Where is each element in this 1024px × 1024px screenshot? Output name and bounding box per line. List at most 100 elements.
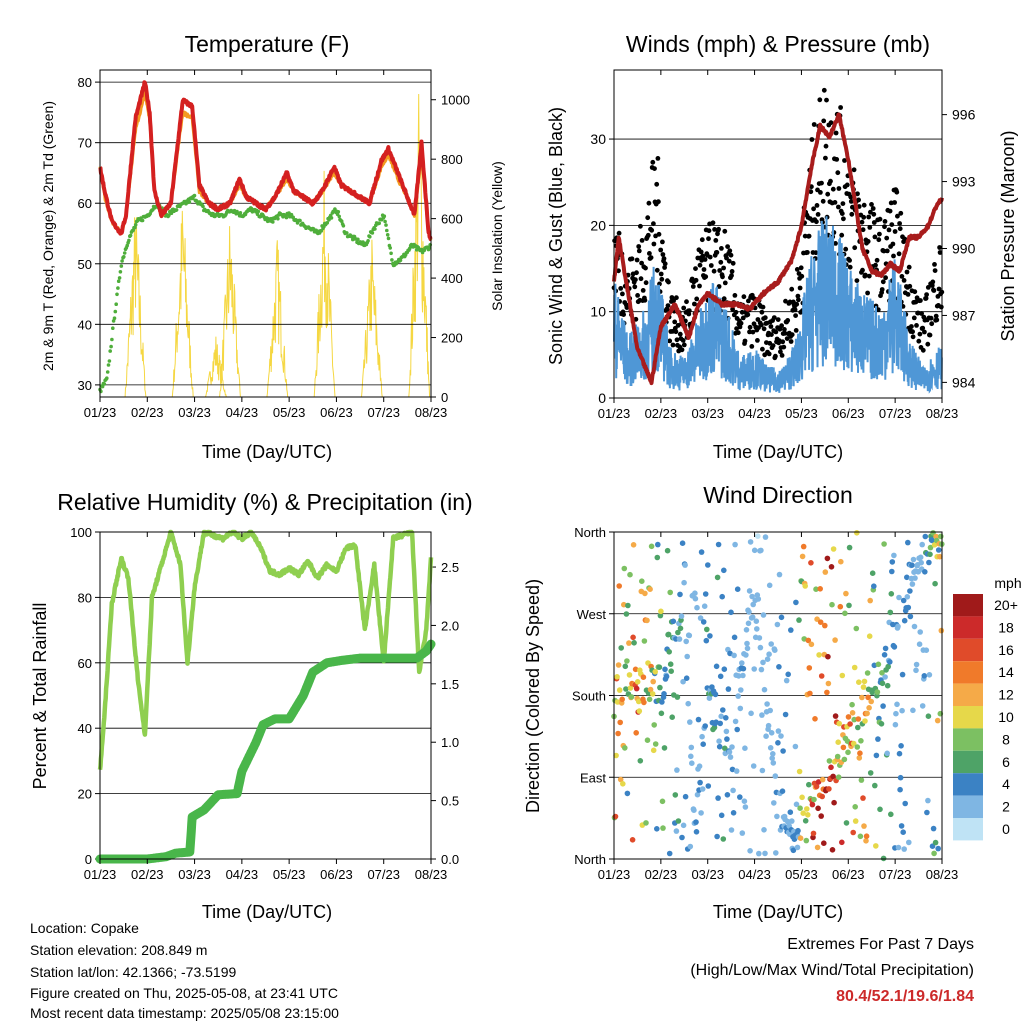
gust-point [892,200,897,205]
direction-point [894,701,900,708]
direction-point [868,698,874,705]
direction-point [619,696,625,703]
dewpoint-point [201,204,205,209]
rainfall-line [95,639,436,864]
direction-point [834,753,841,760]
direction-point [692,595,699,602]
dewpoint-point [118,270,123,274]
direction-point [910,556,917,563]
gust-point [825,191,831,197]
direction-point [822,622,828,629]
direction-point [723,715,729,721]
direction-point [851,716,857,723]
gust-point [620,291,625,297]
direction-point [913,667,919,674]
gust-point [770,343,776,348]
direction-point [677,591,683,598]
dewpoint-point [111,319,116,323]
direction-point [715,795,721,801]
solar-insolation-line [171,210,194,398]
direction-y-tick-label: East [580,770,606,785]
direction-point [629,837,636,843]
direction-point [717,720,723,727]
humidity-y-tick-label: 60 [78,656,92,671]
direction-point [898,823,905,829]
direction-x-tick-label: 02/23 [645,867,678,882]
direction-point [864,710,870,717]
gust-point [884,235,890,241]
direction-point [931,850,937,857]
gust-point [805,250,810,255]
direction-point [720,707,726,713]
gust-point [820,198,826,204]
gust-point [750,329,756,335]
gust-point [848,199,854,204]
dewpoint-point [284,215,289,220]
direction-point [874,689,881,695]
gust-point [674,295,679,301]
colorbar-swatch [953,750,983,774]
direction-point [717,673,724,680]
wind-direction-panel: Wind Direction Time (Day/UTC) Direction … [523,482,1022,922]
direction-point [879,680,886,687]
gust-point [929,283,935,288]
gust-point [725,244,730,250]
direction-point [660,825,666,831]
direction-point [728,827,735,833]
gust-point [739,309,745,315]
gust-point [654,181,660,187]
gust-point [639,260,644,266]
gust-point [719,246,724,251]
direction-point [907,613,914,620]
direction-point [720,836,727,842]
direction-point [657,612,664,619]
temperature-y-tick-label: 60 [78,196,92,211]
winds-panel: Winds (mph) & Pressure (mb) Time (Day/UT… [546,31,1018,462]
direction-point [693,819,699,825]
gust-point [684,299,689,305]
direction-point [905,604,912,611]
gust-point [642,297,648,303]
humidity-x-tick-label: 03/23 [178,867,211,882]
direction-point [644,617,650,624]
direction-point [780,748,786,754]
direction-point [726,749,733,755]
direction-point [739,830,746,836]
gust-point [781,344,787,350]
gust-point [798,265,804,271]
direction-point [839,839,845,846]
winds-x-tick-label: 05/23 [785,406,818,421]
direction-point [773,850,779,856]
direction-point [718,812,725,819]
temperature-x-label: Time (Day/UTC) [202,442,332,462]
direction-point [826,758,833,764]
dewpoint-point [370,231,375,235]
direction-x-tick-label: 01/23 [598,867,631,882]
winds-plot-frame [613,69,943,399]
gust-point [703,274,709,280]
direction-point [692,590,698,596]
dewpoint-point [238,211,243,215]
gust-point [925,341,931,347]
direction-point [706,695,713,701]
gust-point [835,170,841,176]
direction-point [617,776,624,783]
winds-y2-tick-label: 993 [952,174,976,190]
direction-point [659,699,665,705]
direction-point [714,833,720,840]
direction-point [655,541,661,548]
gust-point [635,293,640,298]
direction-point [812,716,818,722]
gust-point [897,226,903,232]
gust-point [793,328,799,333]
wind-direction-y-label: Direction (Colored By Speed) [523,579,543,813]
direction-point [775,740,781,746]
direction-point [647,586,653,592]
dewpoint-point [128,233,133,238]
direction-point [615,662,622,668]
footer-created: Figure created on Thu, 2025-05-08, at 23… [30,985,338,1001]
gust-point [656,199,661,205]
direction-point [697,779,703,786]
gust-point [658,271,664,277]
direction-point [938,533,944,540]
